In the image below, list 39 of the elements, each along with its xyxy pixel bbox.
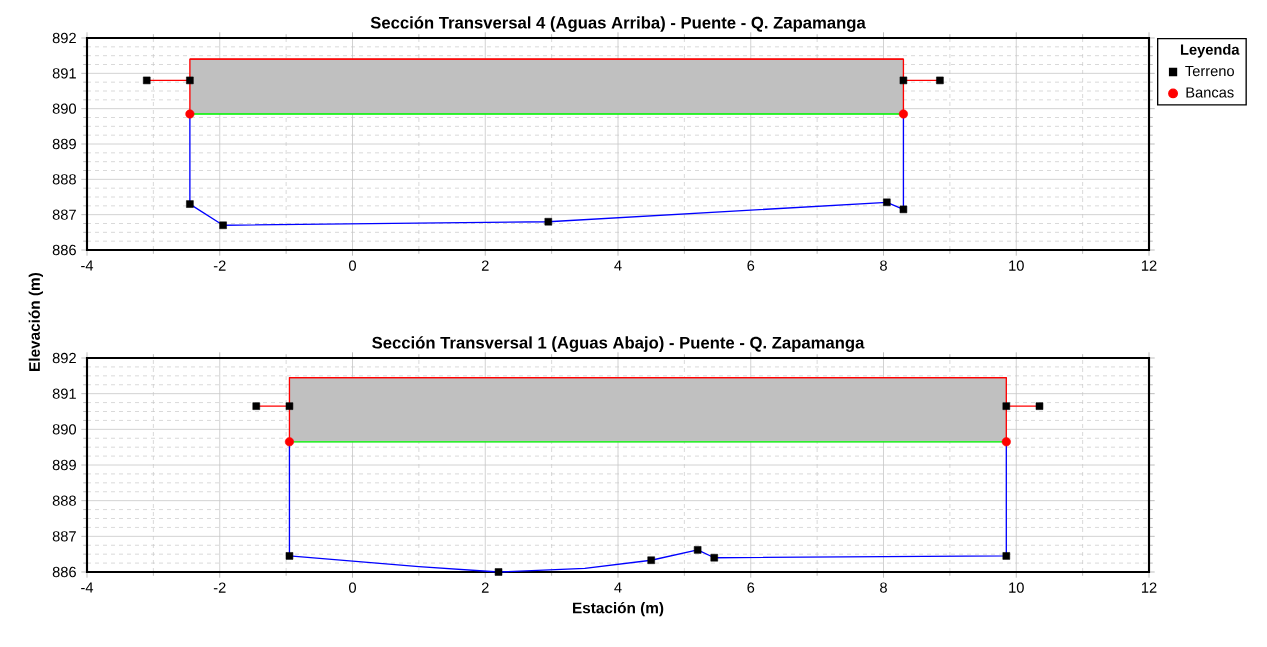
y-tick-label: 888 [52,174,76,185]
x-tick-label: 10 [1009,260,1024,271]
y-tick-label: 887 [52,531,76,542]
x-tick-label: -2 [213,260,226,271]
y-tick-label: 890 [52,424,77,435]
x-tick-label: -2 [213,582,226,593]
x-tick-label: 4 [614,582,622,593]
y-tick-label: 887 [52,209,76,220]
y-tick-label: 892 [52,352,76,364]
y-tick-label: 889 [52,138,76,150]
x-tick-label: 6 [747,260,755,271]
y-tick-label: 890 [52,103,77,114]
y-tick-label: 886 [52,566,76,578]
legend-label: Terreno [1185,65,1234,77]
x-tick-label: 0 [348,582,356,593]
x-tick-label: 12 [1141,582,1157,593]
y-axis-title: Elevación (m) [28,273,43,371]
x-tick-label: 0 [348,260,356,271]
y-tick-label: 889 [52,459,76,471]
y-tick-label: 891 [52,388,76,399]
x-tick-label: 8 [880,260,887,271]
x-axis-title: Estación (m) [573,601,664,617]
x-tick-label: 6 [747,582,755,593]
chart-title: Sección Transversal 1 (Aguas Abajo) - Puente - Q. Zapamanga [372,336,865,352]
x-tick-label: -4 [81,260,94,271]
y-tick-label: 888 [52,495,76,506]
x-tick-label: 12 [1141,260,1157,271]
chart-title: Sección Transversal 4 (Aguas Arriba) - Puente - Q. Zapamanga [370,16,866,32]
y-tick-label: 891 [52,68,76,79]
x-tick-label: 10 [1009,582,1024,593]
x-tick-label: 2 [481,582,489,593]
x-tick-label: 2 [481,260,489,271]
y-tick-label: 892 [52,32,76,44]
y-tick-label: 886 [52,244,76,256]
legend-label: Bancas [1186,87,1234,98]
x-tick-label: 4 [614,260,622,271]
x-tick-label: 8 [880,582,887,593]
x-tick-label: -4 [81,582,94,593]
legend-title: Leyenda [1180,44,1240,58]
